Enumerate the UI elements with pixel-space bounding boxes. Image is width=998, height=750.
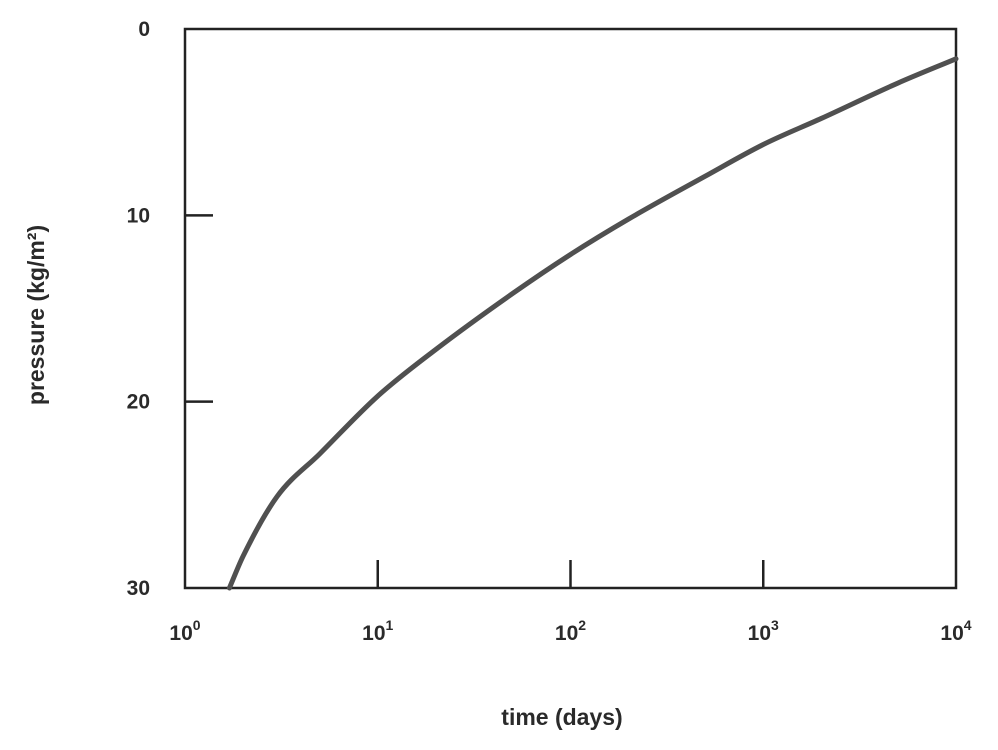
y-tick-label: 10 xyxy=(127,204,150,227)
x-tick-label: 102 xyxy=(555,617,586,645)
x-tick-label: 100 xyxy=(169,617,200,645)
y-tick-label: 0 xyxy=(138,18,150,41)
y-axis-ticks: 0 10 20 30 xyxy=(127,18,213,600)
y-axis-label: pressure (kg/m²) xyxy=(23,225,49,405)
x-tick-label: 103 xyxy=(748,617,779,645)
x-axis-ticks: 100 101 102 103 104 xyxy=(169,560,972,645)
x-tick-label: 104 xyxy=(940,617,971,645)
series-line xyxy=(226,56,959,591)
y-tick-label: 30 xyxy=(127,577,150,600)
x-axis-label: time (days) xyxy=(501,704,622,730)
x-tick-label: 101 xyxy=(362,617,393,645)
y-tick-label: 20 xyxy=(127,391,150,414)
series-layer xyxy=(226,56,959,591)
plot-frame xyxy=(183,27,958,590)
